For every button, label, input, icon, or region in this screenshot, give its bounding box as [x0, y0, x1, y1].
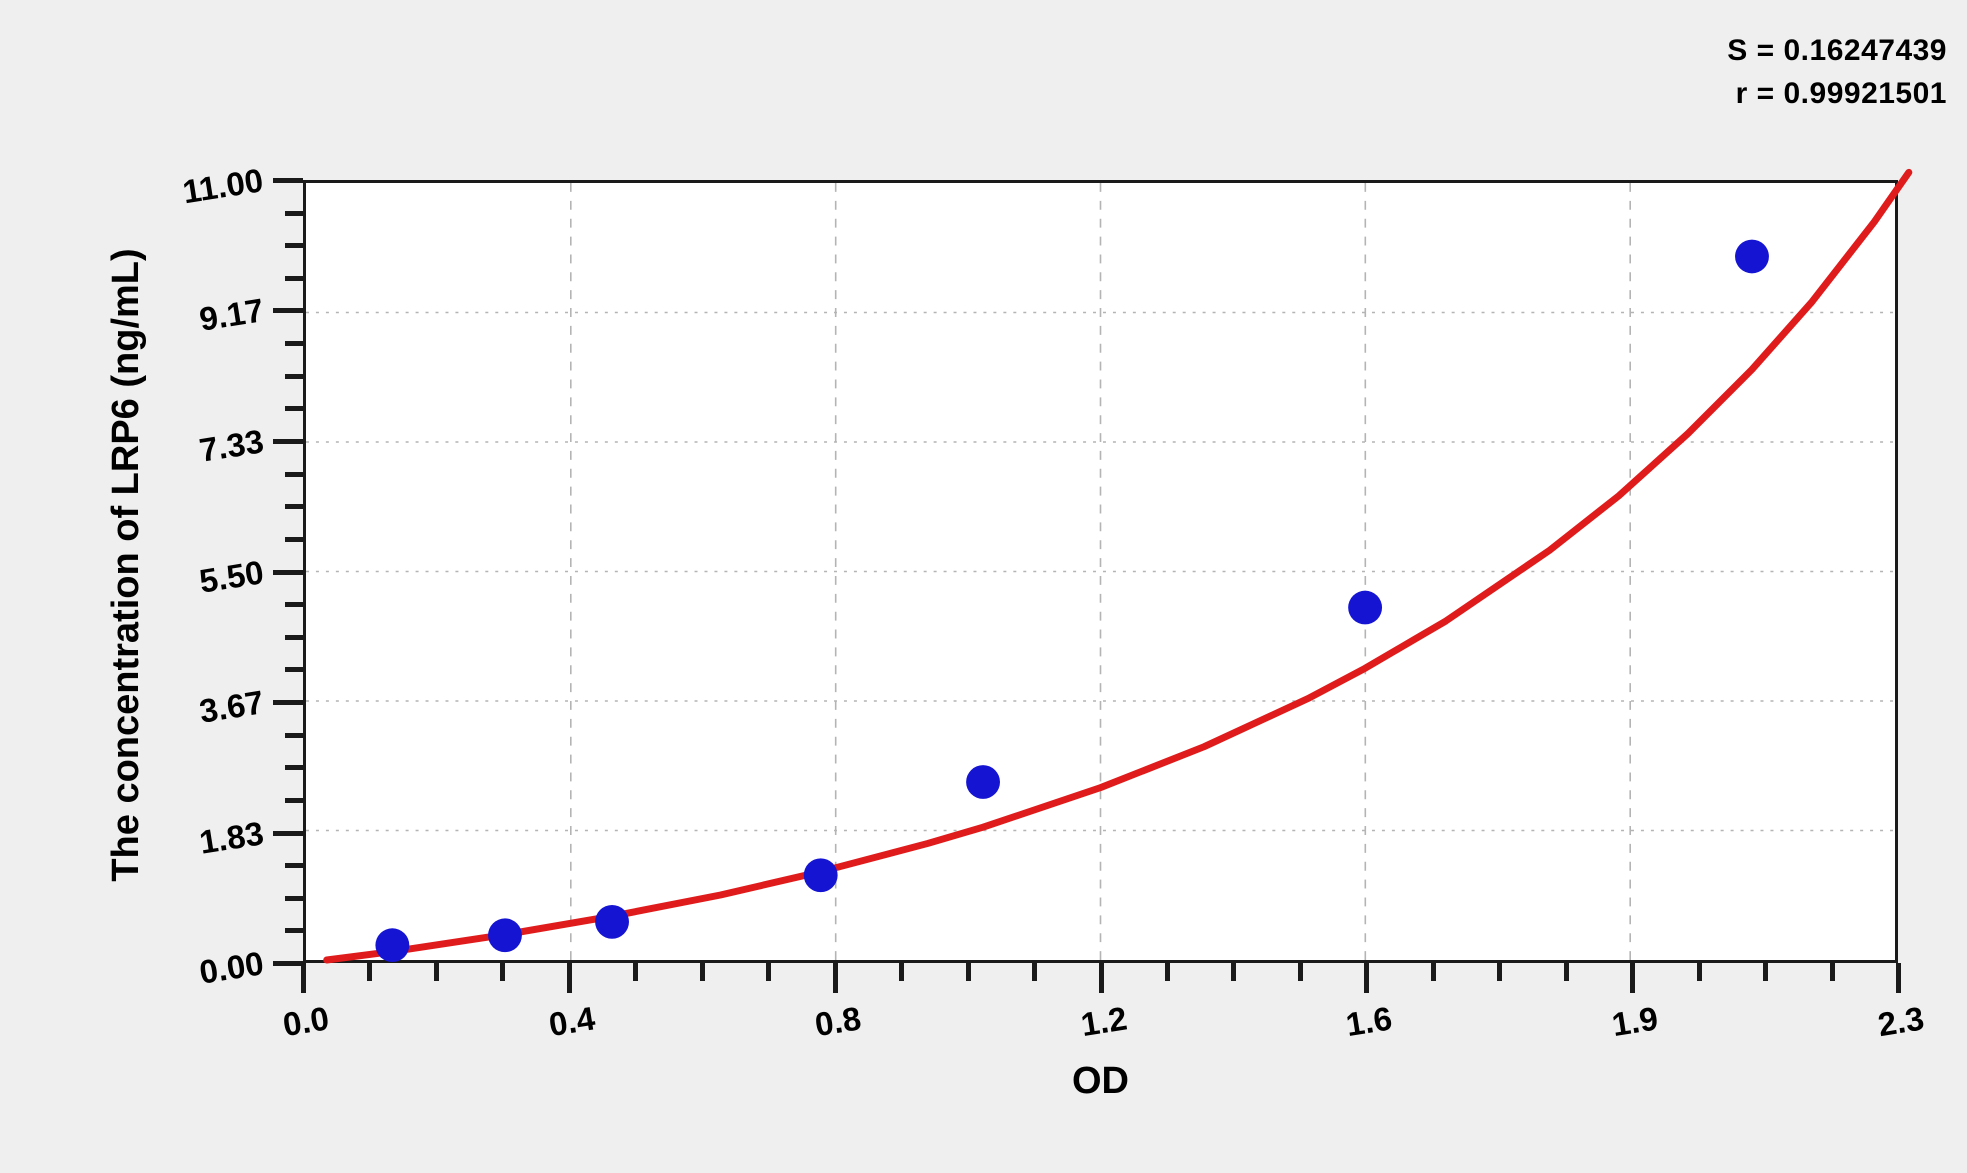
x-axis-tick-label: 1.6: [1343, 999, 1395, 1044]
y-axis-tick-minor: [285, 863, 303, 869]
y-axis-tick-minor: [285, 602, 303, 608]
y-axis-tick-major: [273, 178, 303, 183]
y-axis-tick-major: [273, 699, 303, 705]
y-axis-tick-minor: [285, 895, 303, 901]
data-point: [803, 858, 838, 893]
x-axis-tick-major: [1098, 963, 1104, 993]
y-axis-tick-label: 1.83: [196, 813, 266, 861]
y-axis-tick-label: 5.50: [196, 552, 266, 600]
y-axis-tick-minor: [285, 536, 303, 542]
x-axis-tick-minor: [1430, 963, 1436, 981]
y-axis-tick-minor: [285, 243, 303, 249]
sd-annotation: S = 0.16247439: [1727, 34, 1947, 67]
x-axis-tick-minor: [1763, 963, 1769, 981]
y-axis-tick-minor: [285, 765, 303, 771]
x-axis-tick-label: 0.0: [280, 999, 332, 1044]
y-axis-tick-minor: [285, 471, 303, 477]
grid-lines: [306, 183, 1895, 960]
x-axis-tick-major: [1630, 963, 1636, 993]
x-axis-tick-minor: [1164, 963, 1170, 981]
x-axis-tick-minor: [1563, 963, 1569, 981]
data-point: [375, 928, 410, 963]
x-axis-tick-label: 1.2: [1077, 999, 1129, 1044]
x-axis-tick-minor: [965, 963, 971, 981]
y-axis-tick-minor: [285, 210, 303, 216]
y-axis-tick-minor: [285, 634, 303, 640]
x-axis-tick-minor: [1297, 963, 1303, 981]
r-annotation: r = 0.99921501: [1735, 76, 1947, 110]
y-axis-tick-minor: [285, 406, 303, 412]
x-axis-tick-major: [301, 963, 306, 993]
x-axis-tick-minor: [633, 963, 639, 981]
x-axis-tick-minor: [433, 963, 439, 981]
data-point: [966, 765, 1000, 799]
x-axis-tick-major: [1364, 963, 1370, 993]
data-point: [1735, 239, 1769, 274]
y-axis-tick-minor: [285, 504, 303, 510]
y-axis-tick-major: [273, 830, 303, 836]
plot-area: [303, 168, 1913, 964]
x-axis-title: OD: [1072, 1060, 1129, 1102]
y-axis-tick-major: [273, 439, 303, 444]
data-point: [1348, 590, 1383, 625]
x-axis-tick-minor: [699, 963, 705, 981]
x-axis-tick-minor: [1829, 963, 1835, 981]
y-axis-tick-minor: [285, 667, 303, 673]
y-axis-tick-minor: [285, 341, 303, 347]
x-axis-tick-major: [566, 963, 572, 993]
fit-statistics: S = 0.16247439 r = 0.99921501: [1727, 30, 1947, 115]
y-axis-tick-label: 9.17: [196, 291, 266, 339]
y-axis-tick-label: 11.00: [180, 161, 266, 211]
fit-curve: [323, 168, 1913, 964]
y-axis-tick-label: 0.00: [196, 944, 266, 991]
y-axis-title: The concentration of LRP6 (ng/mL): [104, 248, 147, 882]
x-axis-tick-major: [1896, 963, 1901, 993]
data-point: [488, 918, 522, 953]
x-axis-tick-minor: [1231, 963, 1237, 981]
x-axis-tick-minor: [1696, 963, 1702, 981]
y-axis-tick-minor: [285, 732, 303, 738]
data-layer: [323, 168, 1913, 964]
y-axis-tick-major: [273, 308, 303, 314]
x-axis-tick-minor: [367, 963, 373, 981]
x-axis-tick-label: 0.8: [812, 999, 864, 1044]
x-axis-tick-minor: [1497, 963, 1503, 981]
x-axis-tick-minor: [500, 963, 506, 981]
x-axis-tick-minor: [1032, 963, 1038, 981]
x-axis-tick-minor: [766, 963, 772, 981]
y-axis-tick-major: [273, 961, 303, 966]
x-axis-tick-label: 0.4: [546, 999, 598, 1044]
x-axis-tick-major: [832, 963, 838, 993]
data-point: [595, 904, 629, 939]
y-axis-tick-minor: [285, 373, 303, 379]
y-axis-tick-minor: [285, 928, 303, 934]
y-axis-tick-label: 3.67: [196, 683, 266, 730]
y-axis-tick-minor: [285, 275, 303, 281]
x-axis-tick-label: 2.3: [1875, 999, 1927, 1044]
y-axis-tick-label: 7.33: [196, 422, 266, 469]
x-axis-tick-minor: [899, 963, 905, 981]
y-axis-tick-major: [273, 569, 303, 575]
y-axis-tick-minor: [285, 797, 303, 803]
x-axis-tick-label: 1.9: [1609, 999, 1661, 1044]
